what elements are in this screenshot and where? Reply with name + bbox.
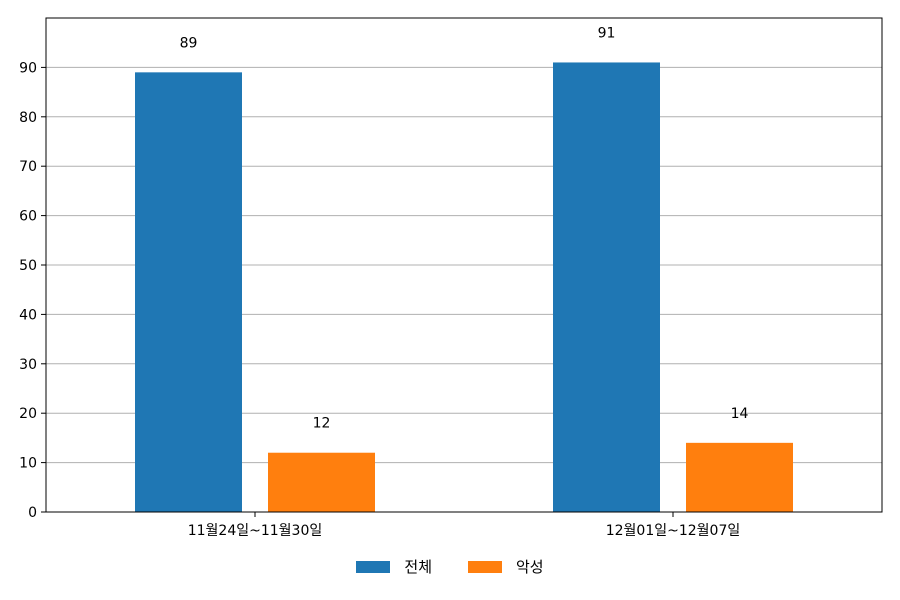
data-label-series0-cat0: 89 (180, 35, 198, 51)
x-tick-label-1: 12월01일~12월07일 (606, 523, 741, 539)
data-label-series1-cat1: 14 (731, 406, 749, 422)
legend-label-malicious: 악성 (516, 558, 544, 576)
y-tick-label-10: 10 (19, 456, 37, 472)
data-label-series1-cat0: 12 (313, 416, 331, 432)
legend-swatch-malicious (468, 560, 502, 573)
y-tick-label-40: 40 (19, 307, 37, 323)
data-label-series0-cat1: 91 (598, 25, 616, 41)
legend-item-total: 전체 (356, 556, 432, 577)
y-tick-label-80: 80 (19, 110, 37, 126)
legend-swatch-total (356, 560, 391, 573)
plot-frame (45, 17, 883, 513)
bar-series1-cat1 (686, 442, 793, 512)
y-tick-label-30: 30 (19, 357, 37, 373)
y-tick-label-90: 90 (19, 60, 37, 76)
bar-series1-cat0 (268, 452, 375, 512)
legend: 전체 악성 (0, 556, 900, 577)
y-tick-label-0: 0 (28, 505, 37, 521)
bar-series0-cat0 (135, 72, 242, 512)
y-tick-label-50: 50 (19, 258, 37, 274)
x-tick-label-0: 11월24일~11월30일 (188, 523, 323, 539)
bar-series0-cat1 (553, 62, 660, 513)
legend-item-malicious: 악성 (468, 556, 544, 577)
y-tick-label-70: 70 (19, 159, 37, 175)
legend-label-total: 전체 (404, 558, 432, 576)
y-tick-label-60: 60 (19, 209, 37, 225)
y-tick-label-20: 20 (19, 406, 37, 422)
